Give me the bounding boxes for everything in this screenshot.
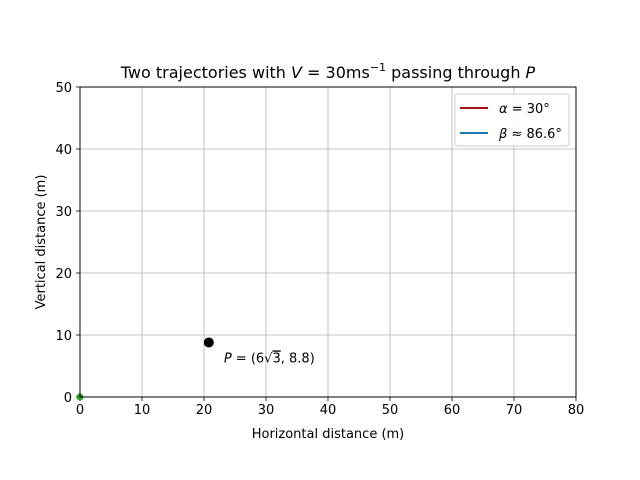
x-tick-label: 50 (382, 403, 399, 418)
y-tick-label: 0 (64, 391, 72, 406)
point-label-radical: √ (264, 351, 273, 366)
point-p-marker (203, 337, 214, 348)
plot-area: 0 10 20 30 40 50 60 70 80 0 10 20 30 40 50 P = (6√3, 8.… (55, 81, 584, 418)
x-tick-label: 10 (134, 403, 151, 418)
x-tick-label: 40 (320, 403, 337, 418)
point-label-text: = (6 (232, 351, 265, 366)
x-tick-label: 80 (568, 403, 585, 418)
x-tick-label: 30 (258, 403, 275, 418)
chart-title: Two trajectories with V = 30ms−1 passing… (120, 61, 536, 82)
x-tick-label: 20 (196, 403, 213, 418)
x-axis-label: Horizontal distance (m) (252, 427, 405, 442)
x-tick-label: 0 (76, 403, 84, 418)
x-tick-label: 60 (444, 403, 461, 418)
legend-label: α = 30° (499, 102, 550, 117)
title-text: = 30ms (302, 63, 370, 82)
legend-text: ≈ 86.6° (507, 127, 562, 142)
legend-variable: α (499, 102, 508, 117)
y-tick-label: 10 (55, 329, 72, 344)
legend-label: β ≈ 86.6° (498, 127, 562, 142)
axes-frame (79, 86, 577, 398)
point-label-text: , 8.8) (281, 351, 315, 366)
legend-variable: β (498, 127, 507, 142)
point-label-radicand: 3 (272, 351, 280, 366)
title-text: passing through (386, 63, 526, 82)
y-tick-label: 40 (55, 143, 72, 158)
point-p-label: P = (6√3, 8.8) (224, 351, 315, 366)
title-text: Two trajectories with (120, 63, 291, 82)
title-variable: P (526, 63, 536, 82)
y-tick-label: 30 (55, 205, 72, 220)
title-variable: V (291, 63, 303, 82)
x-tick-label: 70 (506, 403, 523, 418)
y-axis-label: Vertical distance (m) (34, 175, 49, 310)
y-tick-label: 20 (55, 267, 72, 282)
y-tick-label: 50 (55, 81, 72, 96)
title-superscript: −1 (370, 61, 386, 74)
legend-text: = 30° (508, 102, 550, 117)
legend: α = 30°β ≈ 86.6° (454, 93, 570, 147)
point-label-variable: P (224, 351, 232, 366)
